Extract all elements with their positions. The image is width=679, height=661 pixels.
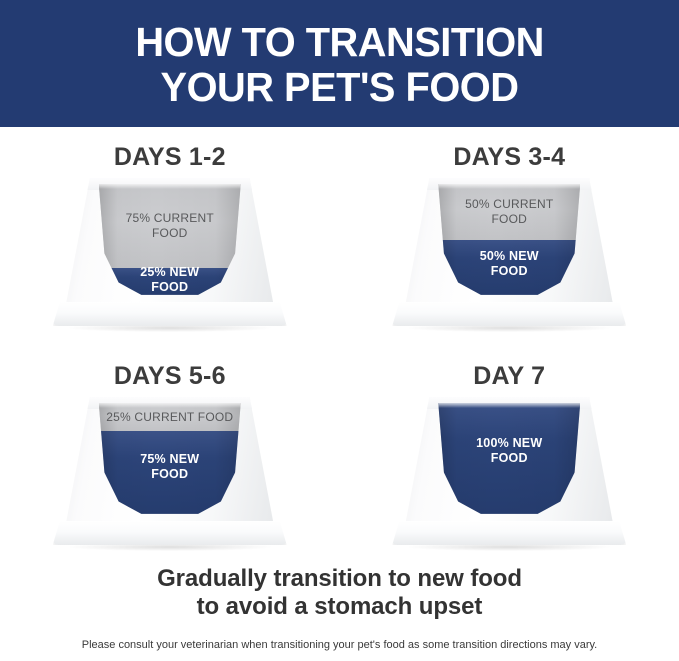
- header-banner: HOW TO TRANSITION YOUR PET'S FOOD: [0, 0, 679, 127]
- day-label: DAYS 1-2: [113, 143, 226, 171]
- transition-steps-grid: DAYS 1-2 75% CURRENT FOOD 25% NEW FOOD DAYS 3…: [0, 127, 679, 565]
- bowl-drop-shadow: [68, 543, 271, 551]
- new-food-fill: [438, 403, 581, 514]
- food-bowl: 50% CURRENT FOOD 50% NEW FOOD: [386, 178, 632, 332]
- food-bowl: 25% CURRENT FOOD 75% NEW FOOD: [47, 397, 293, 551]
- food-bowl: 75% CURRENT FOOD 25% NEW FOOD: [47, 178, 293, 332]
- transition-step-4: DAY 7 100% NEW FOOD: [340, 346, 679, 565]
- bowl-base: [52, 521, 287, 545]
- bowl-base: [392, 302, 627, 326]
- food-bowl: 100% NEW FOOD: [386, 397, 632, 551]
- bowl-cavity: [98, 184, 241, 295]
- bowl-cavity: [98, 403, 241, 514]
- footer-headline-line-1: Gradually transition to new food: [157, 565, 522, 592]
- new-food-fill: [98, 431, 241, 514]
- bowl-cavity: [438, 184, 581, 295]
- transition-step-2: DAYS 3-4 50% CURRENT FOOD 50% NEW FOOD: [340, 127, 679, 346]
- current-food-fill: [438, 184, 581, 240]
- footer-headline-line-2: to avoid a stomach upset: [196, 593, 483, 620]
- bowl-base: [392, 521, 627, 545]
- transition-step-3: DAYS 5-6 25% CURRENT FOOD 75% NEW FOOD: [0, 346, 340, 565]
- current-food-fill: [98, 184, 241, 268]
- header-title-line-2: YOUR PET'S FOOD: [160, 63, 519, 110]
- bowl-drop-shadow: [408, 324, 611, 332]
- footer-disclaimer: Please consult your veterinarian when tr…: [81, 639, 598, 651]
- transition-step-1: DAYS 1-2 75% CURRENT FOOD 25% NEW FOOD: [0, 127, 340, 346]
- bowl-drop-shadow: [408, 543, 611, 551]
- day-label: DAYS 5-6: [113, 362, 226, 390]
- header-title-line-1: HOW TO TRANSITION: [135, 18, 544, 65]
- footer: Gradually transition to new food to avoi…: [0, 565, 679, 661]
- bowl-cavity: [438, 403, 581, 514]
- current-food-fill: [98, 403, 241, 431]
- day-label: DAYS 3-4: [453, 143, 566, 171]
- bowl-base: [52, 302, 287, 326]
- day-label: DAY 7: [473, 362, 546, 390]
- bowl-drop-shadow: [68, 324, 271, 332]
